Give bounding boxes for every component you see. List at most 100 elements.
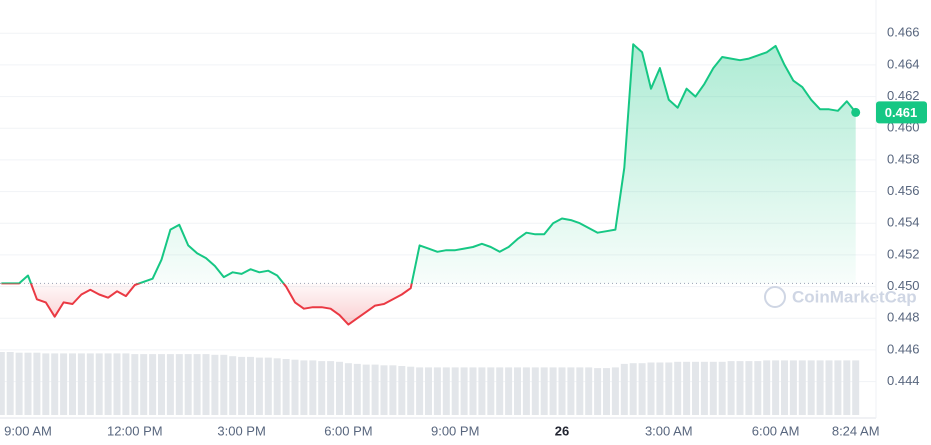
volume-bar <box>24 352 32 415</box>
y-tick-label: 0.444 <box>887 373 920 388</box>
volume-bar <box>60 353 68 415</box>
x-tick-label: 12:00 PM <box>107 423 163 438</box>
volume-bar <box>344 363 352 415</box>
y-tick-label: 0.456 <box>887 183 920 198</box>
volume-bar <box>309 360 317 415</box>
volume-bar <box>371 364 379 415</box>
volume-bar <box>825 360 833 415</box>
volume-bar <box>656 362 664 415</box>
volume-bar <box>763 360 771 415</box>
volume-bar <box>433 367 441 415</box>
volume-bar <box>122 353 130 415</box>
volume-bar <box>166 354 174 415</box>
volume-bar <box>0 352 5 415</box>
volume-bar <box>113 353 121 415</box>
y-tick-label: 0.446 <box>887 341 920 356</box>
volume-bar <box>291 359 299 415</box>
volume-bar <box>86 353 94 415</box>
volume-bar <box>229 356 237 415</box>
volume-bar <box>353 363 361 415</box>
volume-bar <box>336 361 343 415</box>
volume-bar <box>398 366 406 415</box>
watermark-logo <box>764 286 786 308</box>
volume-bar <box>6 352 14 415</box>
price-line <box>1 43 857 326</box>
volume-bar <box>772 360 780 415</box>
volume-bar <box>149 354 157 415</box>
volume-bar <box>175 354 183 415</box>
volume-bar <box>798 360 806 415</box>
volume-bar <box>380 365 388 415</box>
volume-bar <box>709 361 717 415</box>
x-tick-label: 3:00 PM <box>217 423 265 438</box>
volume-bar <box>834 360 842 415</box>
volume-bar <box>469 367 477 415</box>
volume-bar <box>140 354 148 415</box>
plot <box>0 43 876 326</box>
volume-bar <box>202 354 210 415</box>
volume-bar <box>69 353 76 415</box>
volume-bar <box>51 353 59 415</box>
volume-bar <box>300 360 308 415</box>
watermark-group: CoinMarketCap <box>764 286 917 308</box>
volume-bar <box>567 367 575 415</box>
y-tick-label: 0.448 <box>887 310 920 325</box>
volume-bar <box>789 360 797 415</box>
watermark: CoinMarketCap <box>792 287 917 306</box>
volume-bar <box>683 361 691 415</box>
volume-bar <box>327 361 335 415</box>
last-price-badge <box>876 101 927 124</box>
volume-bar <box>247 356 254 415</box>
volume-bar <box>496 367 504 415</box>
volume-bar <box>425 367 432 415</box>
x-tick-label: 6:00 AM <box>752 423 800 438</box>
volume-bar <box>220 354 228 415</box>
volume-bar <box>273 358 281 415</box>
y-tick-label: 0.466 <box>887 25 920 40</box>
x-tick-label: 6:00 PM <box>324 423 372 438</box>
volume-bar <box>531 367 539 415</box>
volume-bar <box>718 361 726 415</box>
volume-bar <box>362 364 370 415</box>
volume-bar <box>131 354 139 415</box>
volume-bar <box>318 361 326 415</box>
volume-bar <box>638 363 646 415</box>
volume-bar <box>264 357 272 415</box>
volume-bar <box>727 361 735 415</box>
volume-bar <box>558 367 566 415</box>
volume-bar <box>255 357 263 415</box>
volume-bar <box>620 363 628 415</box>
x-tick-label: 3:00 AM <box>645 423 693 438</box>
volume-bar <box>42 353 50 415</box>
volume-bar <box>843 360 851 415</box>
volume-bar <box>487 367 495 415</box>
volume-bar <box>781 360 788 415</box>
last-price-label: 0.461 <box>885 105 918 120</box>
last-point <box>851 107 861 117</box>
volume-bar <box>754 361 762 415</box>
volume-bar <box>451 367 459 415</box>
volume-bar <box>692 361 699 415</box>
volume-bar <box>478 367 486 415</box>
volume-bar <box>95 353 103 415</box>
y-tick-label: 0.452 <box>887 246 920 261</box>
y-tick-label: 0.454 <box>887 215 920 230</box>
y-tick-label: 0.462 <box>887 88 920 103</box>
volume-bars <box>0 352 860 415</box>
axes: 0.444 0.446 0.448 0.450 0.452 0.454 0.456 0.458… <box>4 25 927 438</box>
volume-bar <box>736 361 744 415</box>
volume-bar <box>540 367 548 415</box>
volume-bar <box>549 367 557 415</box>
volume-bar <box>745 361 753 415</box>
volume-bar <box>407 366 415 415</box>
volume-bar <box>647 362 655 415</box>
volume-bar <box>416 367 424 415</box>
volume-bar <box>611 367 619 415</box>
volume-bar <box>184 354 192 415</box>
volume-bar <box>505 367 513 415</box>
volume-bar <box>807 360 815 415</box>
volume-bar <box>674 361 682 415</box>
volume-bar <box>594 368 602 415</box>
volume-bar <box>15 352 23 415</box>
